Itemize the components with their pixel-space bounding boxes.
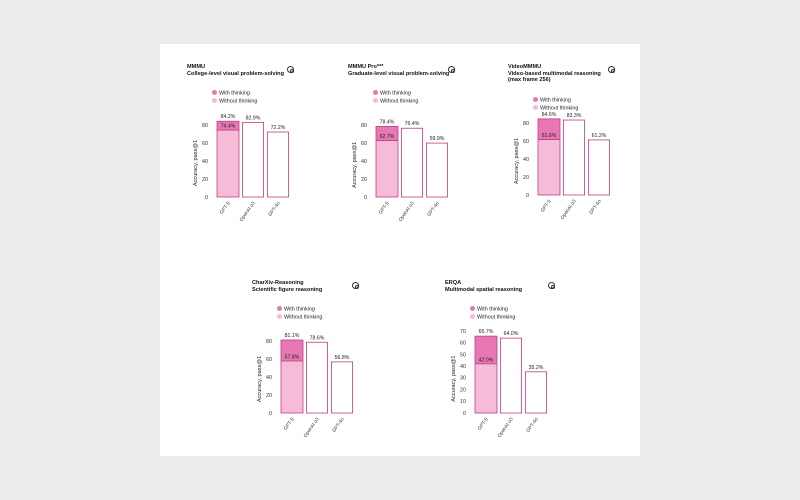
x-tick-label: OpenAI o3 [239,200,257,223]
y-axis-label: Accuracy, pass@1 [193,140,199,186]
y-tick-label: 70 [460,329,466,335]
bar-chart: 0 20 40 60 80 Accuracy, pass@1 57.8% 81.1% GPT-5… [252,280,392,440]
bar-value-label: 83.3% [567,113,582,119]
x-tick-label: GPT-4o [331,416,346,433]
y-tick-label: 0 [364,195,367,201]
x-tick-label: GPT-5 [219,200,232,215]
bar-chart: 0 20 40 60 80 Accuracy, pass@1 61.6% 84.6% GPT-5… [508,64,648,224]
y-axis-label: Accuracy, pass@1 [257,356,263,402]
y-axis-label: Accuracy, pass@1 [451,355,457,401]
y-tick-label: 40 [523,157,529,163]
y-tick-label: 0 [463,411,466,417]
x-tick-label: OpenAI o3 [398,200,416,223]
bar-chart: 0 20 40 60 80 Accuracy, pass@1 74.4% 84.2% GPT-5… [187,64,327,224]
bar-value-label: 64.0% [504,331,519,337]
y-tick-label: 60 [202,141,208,147]
y-tick-label: 80 [266,339,272,345]
y-tick-label: 40 [460,364,466,370]
bar-with-thinking [331,362,352,413]
bar-with-thinking [563,120,584,195]
bar-value-label: 76.4% [405,121,420,127]
bar-without-thinking [538,140,560,195]
x-tick-label: GPT-4o [525,416,540,433]
y-tick-label: 0 [205,195,208,201]
bar-value-label: 59.9% [430,136,445,142]
bar-value-label: 72.2% [271,125,286,131]
bar-with-thinking [426,143,447,197]
bar-without-thinking [376,141,398,197]
bar-with-thinking [401,128,422,197]
bar-with-thinking [588,140,609,195]
x-tick-label: OpenAI o3 [560,198,578,221]
y-tick-label: 40 [361,159,367,165]
y-tick-label: 20 [460,387,466,393]
x-tick-label: GPT-5 [540,198,553,213]
y-tick-label: 60 [266,357,272,363]
y-tick-label: 20 [202,177,208,183]
bar-without-thinking [475,364,497,413]
bar-with-thinking [306,342,327,413]
x-tick-label: GPT-5 [477,416,490,431]
x-tick-label: GPT-5 [378,200,391,215]
y-tick-label: 20 [523,175,529,181]
bar-value-label: 56.8% [335,355,350,361]
bar-value-label: 84.2% [221,114,236,120]
bar-value-label: 61.2% [592,133,607,139]
bar-value-label: 65.7% [479,329,494,335]
y-tick-label: 60 [460,341,466,347]
y-tick-label: 40 [266,375,272,381]
bar-value-label: 81.1% [285,333,300,339]
chart-panel-mmmu-pro: MMMU Pro*** Graduate-level visual proble… [348,64,488,224]
x-tick-label: GPT-4o [267,200,282,217]
x-tick-label: OpenAI o3 [303,416,321,439]
chart-panel-videommmu: VideoMMMU Video-based multimodal reasoni… [508,64,648,224]
y-tick-label: 20 [361,177,367,183]
bar-value-label: 35.2% [529,365,544,371]
x-tick-label: OpenAI o3 [497,416,515,439]
y-tick-label: 60 [361,141,367,147]
inner-value-label: 61.6% [542,133,557,139]
bar-value-label: 78.4% [380,119,395,125]
y-axis-label: Accuracy, pass@1 [352,142,358,188]
bar-with-thinking [500,338,521,413]
bar-with-thinking [525,372,546,413]
y-tick-label: 50 [460,352,466,358]
x-tick-label: GPT-5 [283,416,296,431]
y-tick-label: 40 [202,159,208,165]
y-tick-label: 20 [266,393,272,399]
y-tick-label: 0 [526,193,529,199]
bar-without-thinking [281,361,303,413]
y-tick-label: 60 [523,139,529,145]
chart-panel-erqa: ERQA Multimodal spatial reasoning With t… [445,280,585,440]
bar-without-thinking [217,130,239,197]
bar-value-label: 82.9% [246,115,261,121]
y-tick-label: 30 [460,376,466,382]
inner-value-label: 74.4% [221,124,236,130]
inner-value-label: 42.0% [479,357,494,363]
y-tick-label: 10 [460,399,466,405]
bar-value-label: 84.6% [542,112,557,118]
y-tick-label: 80 [361,123,367,129]
inner-value-label: 62.7% [380,134,395,140]
bar-with-thinking [267,132,288,197]
inner-value-label: 57.8% [285,354,300,360]
bar-value-label: 78.6% [310,335,325,341]
bar-chart: 0 20 40 60 80 Accuracy, pass@1 62.7% 78.4% GPT-5… [348,64,488,224]
x-tick-label: GPT-4o [426,200,441,217]
chart-panel-charxiv-reasoning: CharXiv-Reasoning Scientific figure reas… [252,280,392,440]
bar-with-thinking [242,122,263,197]
y-tick-label: 80 [202,123,208,129]
y-tick-label: 0 [269,411,272,417]
y-tick-label: 80 [523,121,529,127]
chart-panel-mmmu: MMMU College-level visual problem-solvin… [187,64,327,224]
figure-card: MMMU College-level visual problem-solvin… [160,44,640,456]
y-axis-label: Accuracy, pass@1 [514,138,520,184]
x-tick-label: GPT-4o [588,198,603,215]
bar-chart: 0 10 20 30 40 50 60 70 Accuracy, pass@1 42.0% 65.7… [445,280,585,440]
